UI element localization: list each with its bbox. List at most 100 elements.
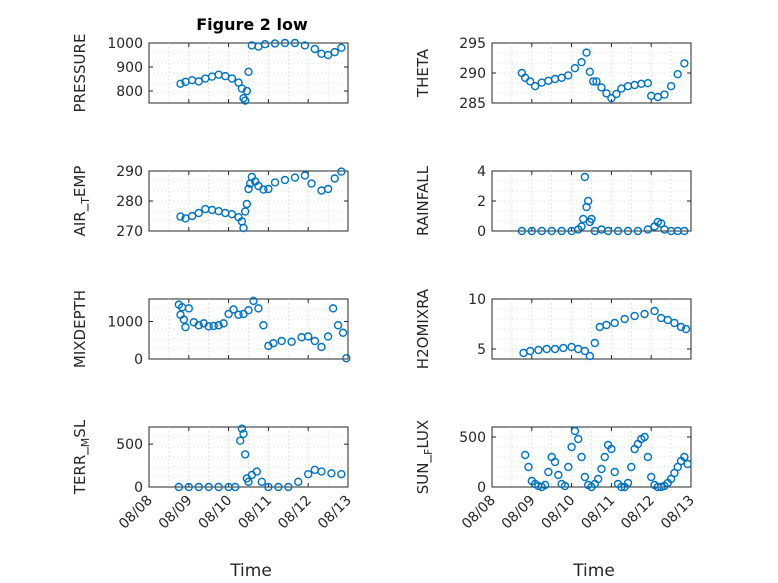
sun-flux-point: [577, 452, 586, 462]
mixdepth-point: [234, 310, 243, 319]
pressure-point: [310, 44, 320, 54]
subplot-h2omixra: 5 10 H2OMIXRA: [414, 288, 692, 369]
sun-flux-point: [574, 434, 583, 444]
terr-msl-point: [237, 424, 247, 433]
h2omixra-point: [670, 318, 679, 328]
mixdepth-point: [194, 321, 203, 330]
sun-flux-point: [683, 459, 692, 469]
theta-point: [564, 71, 573, 80]
theta-point: [597, 83, 606, 92]
rainfall-point: [580, 172, 590, 182]
terr-msl-point: [214, 482, 223, 492]
air-temp-point: [290, 173, 300, 182]
pressure-point: [242, 86, 252, 96]
h2omixra-point: [580, 346, 590, 356]
theta-point: [680, 59, 689, 68]
mixdepth-point: [179, 315, 189, 324]
sun-flux-point: [570, 426, 580, 436]
theta-point: [607, 93, 616, 103]
air-temp-point: [259, 185, 268, 194]
rainfall-point: [517, 226, 527, 236]
terr-msl-point: [184, 482, 194, 492]
terr-msl-point: [174, 482, 184, 492]
mixdepth-point: [304, 332, 313, 341]
rainfall-point: [680, 226, 689, 236]
sun-flux-point: [627, 462, 636, 472]
x-tick-label: 08/08: [116, 493, 156, 533]
y-tick-label: 900: [116, 60, 143, 76]
x-tick-label: 08/12: [618, 493, 658, 533]
y-tick-label: 290: [116, 164, 143, 180]
rainfall-point: [633, 226, 643, 236]
sun-flux-point: [617, 482, 626, 492]
subplot-theta: 285 290 295 THETA: [414, 36, 692, 112]
h2omixra-point: [640, 309, 649, 319]
mixdepth-point: [184, 304, 194, 313]
pressure-point: [300, 41, 310, 50]
theta-point: [525, 77, 535, 86]
air-temp-point: [264, 184, 273, 194]
mixdepth-point: [287, 337, 296, 346]
mixdepth-point: [204, 322, 213, 331]
mixdepth-point: [244, 306, 253, 315]
terr-msl-point: [236, 436, 245, 445]
pressure-point: [260, 40, 270, 49]
h2omixra-point: [630, 311, 639, 321]
theta-y-axis-label: THETA: [414, 48, 432, 98]
sun-flux-point: [640, 432, 649, 442]
subplot-sun-flux: 0 500 08/08 08/09 08/10 08/11 08/12 08/13 SUN_FL…: [414, 420, 698, 533]
sun-flux-point: [540, 480, 550, 490]
air-temp-point: [330, 174, 339, 183]
pressure-point: [270, 39, 280, 48]
h2omixra-point: [620, 314, 629, 324]
terr-msl-point: [294, 477, 303, 487]
h2omixra-point: [590, 338, 600, 348]
rainfall-point: [577, 222, 586, 231]
mixdepth-point: [259, 321, 268, 330]
sun-flux-point: [680, 452, 689, 462]
y-tick-label: 500: [116, 437, 143, 453]
theta-point: [612, 89, 621, 99]
terr-msl-point: [304, 469, 313, 479]
sun-flux-y-axis-label: SUN_FLUX: [414, 420, 435, 494]
rainfall-point: [587, 214, 596, 224]
air-temp-point: [337, 167, 346, 176]
h2omixra-point: [681, 324, 691, 334]
y-tick-label: 1000: [107, 315, 143, 331]
pressure-point: [244, 67, 253, 77]
h2omixra-point: [525, 346, 535, 356]
x-tick-label: 08/11: [578, 493, 618, 533]
terr-msl-point: [252, 467, 261, 476]
h2omixra-point: [663, 315, 672, 325]
sun-flux-point: [623, 478, 633, 488]
terr-msl-point: [337, 469, 346, 479]
x-tick-label: 08/10: [539, 493, 579, 533]
rainfall-y-axis-label: RAINFALL: [414, 165, 432, 236]
subplot-air-temp: 270 280 290 AIR_TEMP: [71, 164, 349, 240]
terr-msl-point: [317, 467, 326, 476]
rainfall-point: [643, 225, 653, 234]
h2omixra-point: [542, 344, 551, 354]
pressure-y-axis-label: PRESSURE: [71, 34, 89, 113]
figure-title: Figure 2 low: [196, 15, 308, 34]
mixdepth-point: [323, 332, 333, 341]
x-axis-label-right: Time: [572, 561, 615, 581]
rainfall-point: [613, 226, 623, 236]
pressure-point: [237, 84, 247, 93]
h2omixra-point: [559, 343, 568, 353]
air-temp-point: [240, 207, 250, 216]
air-temp-point: [270, 178, 280, 187]
air-temp-point: [194, 208, 203, 218]
mixdepth-point: [277, 336, 286, 346]
sun-flux-point: [554, 470, 563, 480]
y-tick-label: 4: [477, 164, 486, 180]
mixdepth-point: [254, 304, 263, 313]
sun-flux-point: [597, 464, 606, 474]
pressure-point: [280, 38, 290, 48]
x-tick-label: 08/10: [196, 493, 236, 533]
pressure-point: [323, 50, 333, 60]
y-tick-label: 295: [459, 36, 486, 52]
mixdepth-point: [310, 336, 320, 346]
mixdepth-point: [209, 321, 218, 331]
mixdepth-point: [224, 309, 233, 319]
